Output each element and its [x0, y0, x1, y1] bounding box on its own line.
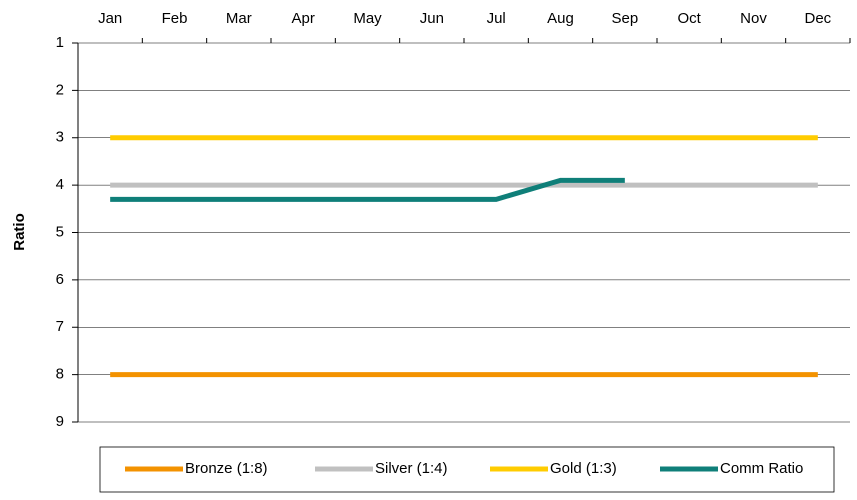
- x-tick-label: Jan: [98, 10, 122, 27]
- y-tick-label: 8: [56, 366, 64, 383]
- x-tick-label: Feb: [162, 10, 188, 27]
- x-tick-label: Jul: [487, 10, 506, 27]
- legend-label: Bronze (1:8): [185, 460, 268, 477]
- x-tick-label: May: [353, 10, 382, 27]
- y-tick-label: 4: [56, 176, 64, 193]
- legend-label: Comm Ratio: [720, 460, 803, 477]
- x-tick-label: Jun: [420, 10, 444, 27]
- y-tick-label: 9: [56, 413, 64, 430]
- y-tick-label: 6: [56, 271, 64, 288]
- x-tick-label: Sep: [611, 10, 638, 27]
- series-line: [110, 177, 625, 202]
- x-tick-label: Oct: [677, 10, 701, 27]
- y-axis-label: Ratio: [11, 213, 28, 251]
- y-tick-label: 3: [56, 129, 64, 146]
- legend-box: [99, 446, 835, 493]
- x-tick-label: Nov: [740, 10, 767, 27]
- y-tick-label: 1: [56, 34, 64, 51]
- legend-label: Silver (1:4): [375, 460, 448, 477]
- x-tick-label: Mar: [226, 10, 252, 27]
- y-tick-label: 5: [56, 223, 64, 240]
- x-tick-label: Dec: [804, 10, 831, 27]
- legend-label: Gold (1:3): [550, 460, 617, 477]
- y-tick-label: 2: [56, 81, 64, 98]
- y-tick-label: 7: [56, 318, 64, 335]
- x-tick-label: Aug: [547, 10, 574, 27]
- x-tick-label: Apr: [291, 10, 314, 27]
